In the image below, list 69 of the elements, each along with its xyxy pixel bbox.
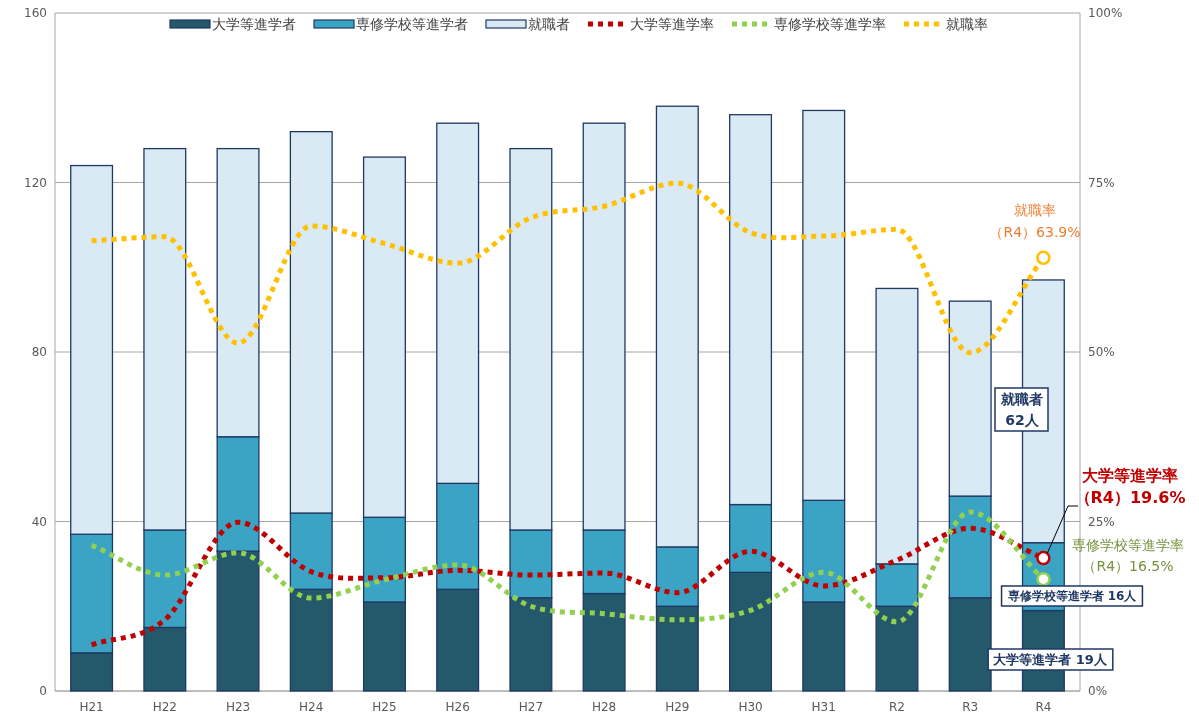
bar: [436, 588, 480, 692]
legend-label: 大学等進学率: [630, 16, 714, 32]
legend-label: 大学等進学者: [212, 16, 296, 32]
x-tick-label: R2: [888, 700, 905, 714]
x-tick-label: H30: [738, 700, 763, 714]
bar: [875, 605, 919, 692]
bar: [509, 147, 553, 531]
bar: [70, 164, 114, 535]
bar: [362, 156, 406, 518]
bar: [729, 114, 773, 506]
annotation: 大学等進学者 19人: [987, 648, 1114, 671]
legend-label: 専修学校等進学率: [774, 16, 886, 32]
x-tick-label: H22: [152, 700, 177, 714]
x-tick-label: R4: [1035, 700, 1052, 714]
y-tick-label: 0: [39, 684, 47, 698]
bar: [582, 592, 626, 692]
annotation: 専修学校等進学率: [1072, 537, 1184, 553]
bar: [509, 597, 553, 692]
annotation: （R4）63.9%: [989, 224, 1081, 240]
x-tick-label: H31: [811, 700, 836, 714]
y-tick-label: 120: [24, 175, 47, 190]
bar: [289, 131, 333, 514]
legend-label: 就職者: [528, 16, 570, 32]
y2-tick-label: 0%: [1088, 684, 1108, 698]
annotation: 専修学校等進学者 16人: [1006, 589, 1138, 603]
x-tick-label: H28: [591, 700, 617, 714]
y2-tick-label: 25%: [1088, 514, 1115, 529]
x-tick-label: H21: [79, 700, 104, 714]
bar: [875, 287, 919, 565]
annotation: （R4）16.5%: [1082, 558, 1174, 574]
annotation: 大学等進学率: [1082, 466, 1178, 485]
bar: [948, 597, 992, 692]
bar: [802, 601, 846, 692]
y-tick-label: 40: [31, 514, 47, 529]
bar: [143, 147, 187, 531]
x-tick-label: H24: [299, 700, 324, 714]
legend-label: 就職率: [946, 16, 988, 32]
annotation: 62人: [1005, 412, 1040, 428]
y2-tick-label: 75%: [1088, 175, 1115, 190]
bar: [802, 109, 846, 501]
x-tick-label: H23: [225, 700, 251, 714]
annotation: 大学等進学者 19人: [993, 652, 1108, 667]
bar: [143, 626, 187, 692]
annotation: 就職者: [1000, 391, 1043, 407]
bar: [948, 300, 992, 497]
bar: [289, 588, 333, 692]
bar: [216, 550, 260, 692]
y-tick-label: 160: [24, 6, 47, 20]
bar: [362, 601, 406, 692]
y-tick-label: 80: [31, 345, 47, 359]
y2-tick-label: 100%: [1088, 6, 1123, 20]
bar: [436, 122, 480, 485]
x-tick-label: H27: [518, 700, 544, 714]
bar: [216, 147, 260, 438]
legend-label: 専修学校等進学者: [356, 16, 468, 32]
bar: [70, 652, 114, 692]
bar: [655, 605, 699, 692]
annotation: 就職率: [1014, 202, 1056, 218]
x-tick-label: H26: [445, 700, 470, 714]
x-tick-label: H25: [372, 700, 397, 714]
annotation: 就職者 62人: [994, 387, 1049, 432]
bar: [582, 122, 626, 531]
annotation: （R4）19.6%: [1074, 488, 1186, 507]
x-tick-label: R3: [962, 700, 979, 714]
bar: [655, 105, 699, 548]
y2-tick-label: 50%: [1088, 345, 1115, 359]
x-tick-label: H29: [665, 700, 690, 714]
bar: [729, 571, 773, 692]
annotation: 専修学校等進学者 16人: [1000, 585, 1144, 607]
